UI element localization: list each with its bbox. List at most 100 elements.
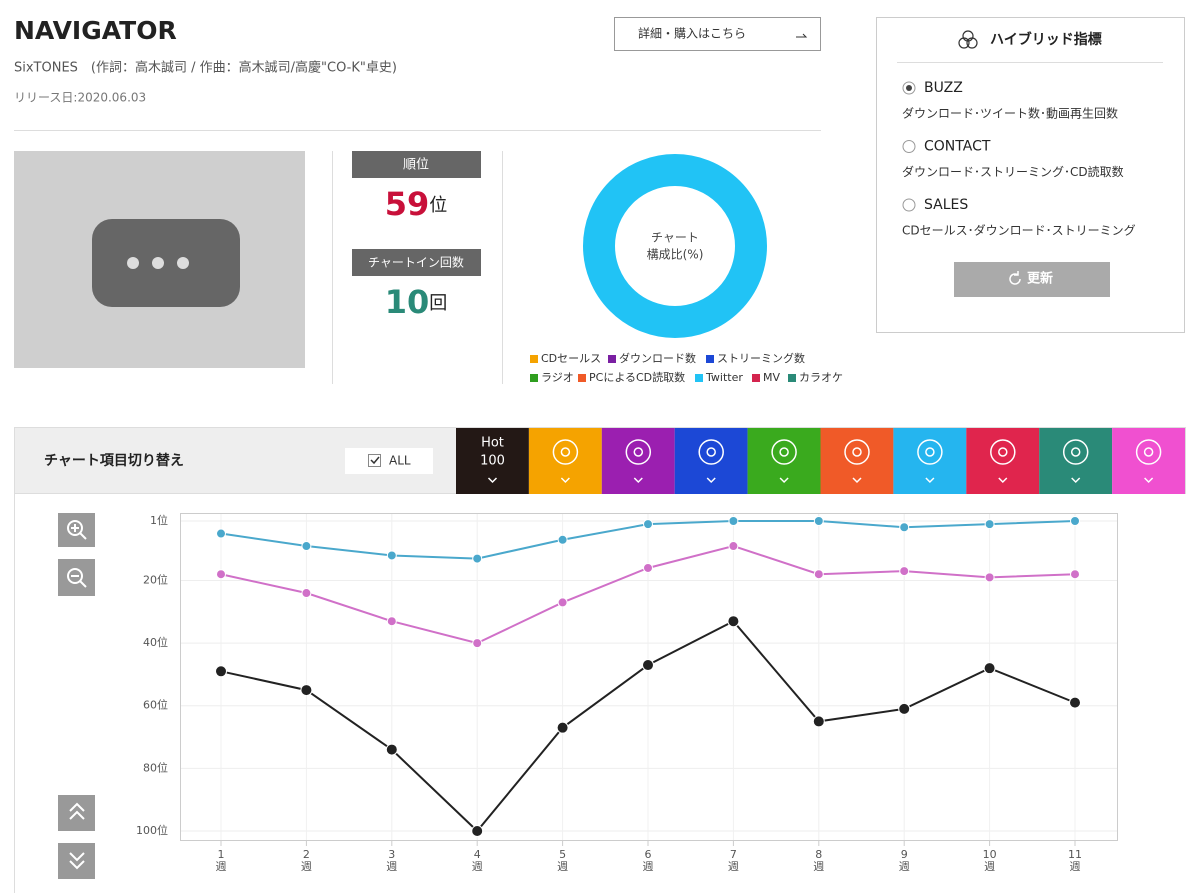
donut-center-text: 構成比(%) xyxy=(647,248,704,262)
y-tick-label: 60位 xyxy=(143,698,168,712)
song-title: NAVIGATOR xyxy=(14,16,177,45)
x-tick-label: 4週 xyxy=(471,848,483,873)
data-point xyxy=(386,616,397,627)
release-date: リリース日:2020.06.03 xyxy=(14,91,146,105)
tab-chevron xyxy=(706,477,716,484)
hybrid-icon xyxy=(958,30,978,49)
legend-label: カラオケ xyxy=(799,371,843,384)
x-tick-label: 6週 xyxy=(642,848,654,873)
radio-option[interactable]: SALES CDセールス･ダウンロード･ストリーミング xyxy=(902,197,1136,238)
tab-chevron xyxy=(560,477,570,484)
x-tick-label: 11週 xyxy=(1068,848,1082,873)
tab-bg xyxy=(601,428,675,494)
data-point xyxy=(386,550,397,561)
data-point xyxy=(898,702,911,715)
tab-chevron xyxy=(998,477,1008,484)
x-tick-label: 7週 xyxy=(727,848,739,873)
data-point xyxy=(1070,516,1080,526)
x-tick-label: 2週 xyxy=(300,848,312,873)
zoom-in[interactable] xyxy=(58,513,95,547)
data-point xyxy=(728,541,739,552)
chart-tab[interactable] xyxy=(674,428,748,494)
chart-tab[interactable] xyxy=(528,428,602,494)
data-point xyxy=(984,519,995,530)
legend-label: ラジオ xyxy=(541,371,574,384)
legend-swatch xyxy=(752,374,760,382)
scroll-down[interactable] xyxy=(58,843,95,879)
button-bg xyxy=(954,262,1110,297)
legend-label: PCによるCD読取数 xyxy=(589,370,685,384)
data-point xyxy=(472,553,483,564)
data-point xyxy=(557,597,568,608)
legend-label: ストリーミング数 xyxy=(717,351,805,365)
tab-title: チャート項目切り替え xyxy=(44,452,184,469)
data-point xyxy=(643,562,653,573)
data-point xyxy=(728,516,739,526)
radio-option[interactable]: BUZZ ダウンロード･ツイート数･動画再生回数 xyxy=(902,80,1118,121)
chart-tab[interactable] xyxy=(747,428,821,494)
y-tick-label: 40位 xyxy=(143,635,168,649)
hybrid-title: ハイブリッド指標 xyxy=(990,31,1102,48)
tab-icon xyxy=(1062,439,1089,465)
tab-bg xyxy=(1039,428,1113,494)
rank-unit: 位 xyxy=(429,195,447,216)
legend-swatch xyxy=(706,355,714,363)
dot xyxy=(177,257,189,269)
dot xyxy=(152,257,164,269)
chart-tab[interactable] xyxy=(893,428,967,494)
chart-in: 10回 xyxy=(385,283,448,321)
legend-swatch xyxy=(578,374,586,382)
tab-bg xyxy=(966,428,1040,494)
data-point xyxy=(984,572,995,583)
detail-button[interactable]: 詳細・購入はこちら xyxy=(614,17,821,51)
y-tick-label: 1位 xyxy=(150,513,168,527)
legend-swatch xyxy=(530,374,538,382)
radio xyxy=(902,198,916,212)
tab-icon xyxy=(917,439,943,465)
tab-bg xyxy=(674,428,748,494)
data-point xyxy=(215,665,227,678)
tab-icon xyxy=(844,439,870,465)
option-description: CDセールス･ダウンロード･ストリーミング xyxy=(902,223,1136,238)
legend-swatch xyxy=(788,374,796,382)
legend-swatch xyxy=(530,355,538,363)
chart-tab[interactable]: Hot 100 xyxy=(456,428,529,494)
update-button[interactable]: 更新 xyxy=(954,262,1110,297)
tab-bg xyxy=(528,428,602,494)
data-point xyxy=(812,715,825,728)
tab-chevron xyxy=(487,477,498,484)
tab-icon xyxy=(698,439,724,465)
radio-option[interactable]: CONTACT ダウンロード･ストリーミング･CD読取数 xyxy=(902,139,1124,180)
data-point xyxy=(983,662,996,675)
tab-icon xyxy=(560,447,571,457)
chart-tab[interactable] xyxy=(601,428,675,494)
donut-slice xyxy=(583,154,767,338)
data-point xyxy=(300,684,313,697)
all-toggle[interactable]: ALL xyxy=(345,448,433,474)
dot xyxy=(127,257,139,269)
button-label: 詳細・購入はこちら xyxy=(638,26,746,41)
zoom-out[interactable] xyxy=(58,559,95,596)
checkbox xyxy=(368,454,381,467)
rank-value: 59 xyxy=(385,185,430,223)
chart-tab[interactable] xyxy=(1039,428,1113,494)
x-tick-label: 3週 xyxy=(386,848,398,873)
label-box xyxy=(352,249,481,276)
chart-in-label: チャートイン回数 xyxy=(368,255,464,270)
tab-icon xyxy=(925,447,935,457)
play-pill xyxy=(92,219,240,307)
tab-icon xyxy=(552,439,579,465)
data-point xyxy=(899,522,910,533)
credits: SixTONES (作詞：高木誠司 / 作曲：高木誠司/高慶"CO-K"卓史) xyxy=(14,60,397,76)
option-label: BUZZ xyxy=(924,80,963,96)
legend-label: MV xyxy=(763,371,780,384)
chart-tab[interactable] xyxy=(820,428,894,494)
chart-tab[interactable] xyxy=(966,428,1040,494)
chart-tab[interactable] xyxy=(1112,428,1185,494)
y-tick-label: 100位 xyxy=(136,823,168,837)
tab-icon xyxy=(998,447,1008,457)
scroll-up[interactable] xyxy=(58,795,95,831)
video-thumbnail[interactable] xyxy=(14,151,305,368)
tab-bg xyxy=(1112,428,1185,494)
